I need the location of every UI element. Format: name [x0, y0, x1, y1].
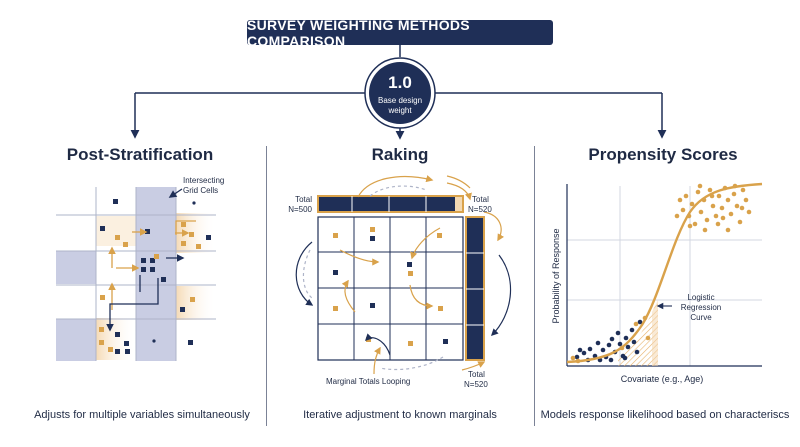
scatter-point [634, 349, 640, 355]
marginal-totals-label: Marginal Totals Looping [326, 377, 410, 386]
scatter-point [731, 191, 737, 197]
scatter-point [609, 336, 615, 342]
propensity-caption: Models response likelihood based on char… [540, 409, 790, 421]
total-top-left-label-2: N=500 [288, 205, 312, 214]
scatter-point [737, 219, 743, 225]
total-bottom-label-1: Total [468, 370, 485, 379]
total-top-right-label-1: Total [472, 195, 489, 204]
base-weight-label-2: weight [387, 106, 412, 115]
scatter-point [710, 203, 716, 209]
propensity-graphic: Logistic Regression Curve Covariate (e.g… [551, 182, 763, 384]
raking-caption: Iterative adjustment to known marginals [303, 409, 497, 421]
scatter-point [677, 197, 683, 203]
scatter-point [713, 213, 719, 219]
scatter-point [606, 342, 612, 348]
total-top-left-label-1: Total [295, 195, 312, 204]
scatter-point [692, 221, 698, 227]
scatter-point [746, 209, 752, 215]
total-top-right-label-2: N=520 [468, 205, 492, 214]
scatter-point [633, 321, 639, 327]
scatter-point [698, 209, 704, 215]
scatter-point [608, 357, 614, 363]
diagram-title: SURVEY WEIGHTING METHODS COMPARISON [247, 17, 553, 49]
scatter-point [600, 347, 606, 353]
scatter-point [683, 193, 689, 199]
divider-left [266, 146, 267, 426]
scatter-point [734, 203, 740, 209]
scatter-point [689, 201, 695, 207]
propensity-title: Propensity Scores [588, 145, 738, 164]
scatter-point [697, 183, 703, 189]
intersecting-cells-label-2: Grid Cells [183, 186, 218, 195]
post-stratification-caption: Adjusts for multiple variables simultane… [34, 409, 250, 421]
scatter-point [743, 197, 749, 203]
scatter-point [702, 227, 708, 233]
scatter-point [728, 211, 734, 217]
scatter-point [674, 213, 680, 219]
curve-label-1: Logistic [687, 293, 714, 302]
raking-title: Raking [371, 145, 429, 164]
scatter-point [629, 327, 635, 333]
scatter-point [680, 207, 686, 213]
scatter-point [645, 335, 651, 341]
scatter-point [707, 187, 713, 193]
divider-right [534, 146, 535, 426]
raking-graphic: Total N=500 Total N=520 Total N=520 Marg… [288, 175, 512, 389]
intersecting-cells-label-1: Intersecting [183, 176, 224, 185]
scatter-point [615, 330, 621, 336]
y-axis-label: Probability of Response [551, 228, 561, 323]
x-axis-label: Covariate (e.g., Age) [621, 374, 704, 384]
scatter-point [592, 353, 598, 359]
scatter-point [574, 354, 580, 360]
scatter-point [631, 339, 637, 345]
post-stratification-title: Post-Stratification [66, 145, 214, 164]
scatter-point [704, 217, 710, 223]
scatter-point [715, 221, 721, 227]
scatter-point [577, 347, 583, 353]
scatter-point [739, 205, 745, 211]
curve-label-3: Curve [690, 313, 712, 322]
base-weight-node: 1.0 Base design weight [364, 57, 436, 129]
scatter-point [570, 355, 576, 361]
scatter-point [719, 205, 725, 211]
scatter-point [581, 350, 587, 356]
scatter-point [595, 340, 601, 346]
scatter-point [695, 189, 701, 195]
scatter-point [587, 346, 593, 352]
post-stratification-graphic: Intersecting Grid Cells [56, 176, 224, 361]
base-weight-label-1: Base design [378, 96, 422, 105]
scatter-point [617, 341, 623, 347]
scatter-point [622, 355, 628, 361]
scatter-point [625, 344, 631, 350]
total-bottom-label-2: N=520 [464, 380, 488, 389]
scatter-point [725, 197, 731, 203]
scatter-point [720, 215, 726, 221]
curve-label-2: Regression [681, 303, 721, 312]
scatter-point [740, 187, 746, 193]
scatter-point [716, 193, 722, 199]
scatter-point [623, 335, 629, 341]
scatter-point [725, 227, 731, 233]
scatter-point [637, 319, 643, 325]
base-weight-value: 1.0 [388, 73, 412, 92]
scatter-point [687, 223, 693, 229]
